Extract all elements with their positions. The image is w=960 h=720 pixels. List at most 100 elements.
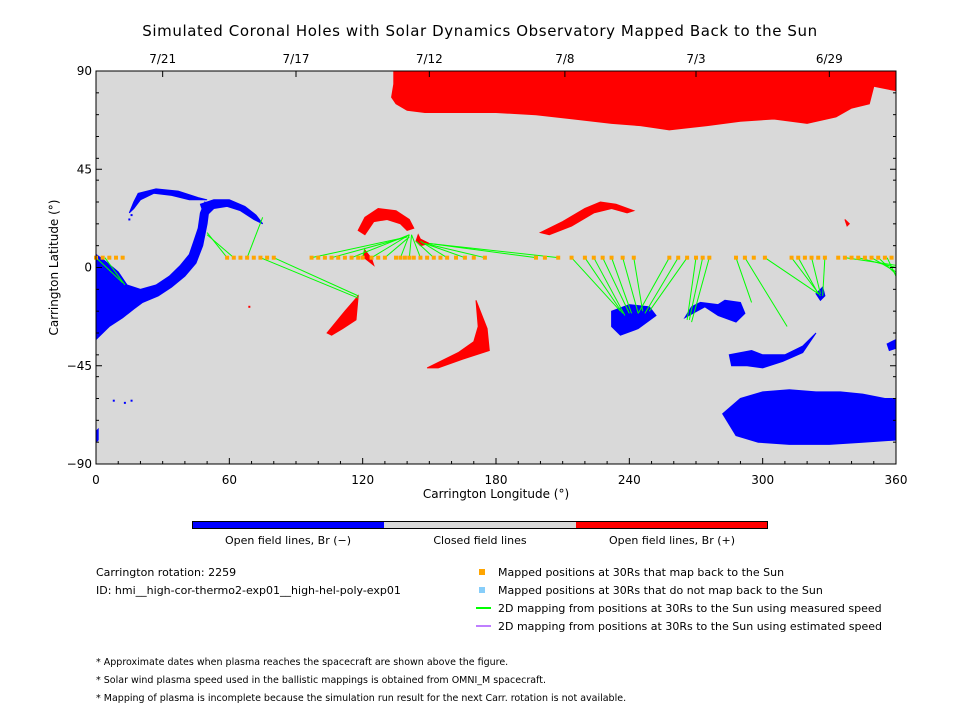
mapped-point-19 (349, 255, 354, 260)
mapped-point-73 (889, 255, 894, 260)
mapped-point-51 (685, 255, 690, 260)
colorbar-label-negative: Open field lines, Br (−) (224, 534, 352, 547)
mapping-line-19 (424, 242, 486, 259)
coronal-hole-fragment-0 (112, 399, 115, 402)
x-tick-label-5: 300 (751, 473, 774, 487)
mapped-point-68 (856, 255, 861, 260)
coronal-hole-positive-7 (844, 219, 851, 227)
legend-label-unmapped: Mapped positions at 30Rs that do not map… (498, 584, 823, 597)
colorbar (192, 521, 768, 529)
mapping-line-22 (571, 257, 621, 312)
mapping-line-24 (593, 257, 626, 316)
mapping-line-41 (822, 257, 826, 296)
mapped-point-71 (876, 255, 881, 260)
mapped-point-22 (369, 255, 374, 260)
mapping-line-27 (622, 257, 639, 314)
mapped-point-18 (342, 255, 347, 260)
coronal-hole-fragment-5 (248, 305, 251, 308)
coronal-hole-negative-9 (128, 188, 208, 214)
mapped-point-24 (382, 255, 387, 260)
mapped-point-45 (600, 255, 605, 260)
mapped-point-61 (802, 255, 807, 260)
y-tick-label-1: 45 (77, 162, 92, 176)
coronal-hole-positive-1 (357, 207, 415, 236)
x-axis-label: Carrington Longitude (°) (423, 487, 569, 501)
mapped-point-8 (245, 255, 250, 260)
mapped-point-30 (418, 255, 423, 260)
mapped-point-70 (869, 255, 874, 260)
mapped-point-21 (360, 255, 365, 260)
mapped-point-72 (882, 255, 887, 260)
y-tick-label-0: 90 (77, 64, 92, 78)
mapping-line-1 (104, 257, 126, 286)
mapped-point-59 (789, 255, 794, 260)
mapped-point-20 (356, 255, 361, 260)
mapping-line-33 (688, 257, 704, 321)
x-tick-label-4: 240 (618, 473, 641, 487)
colorbar-label-positive: Open field lines, Br (+) (608, 534, 736, 547)
mapping-line-13 (399, 234, 410, 258)
mapping-line-31 (648, 257, 688, 312)
mapping-line-18 (424, 243, 466, 259)
mapped-point-2 (107, 255, 112, 260)
coronal-hole-negative-13 (728, 332, 817, 369)
coronal-hole-positive-4 (426, 300, 490, 369)
mapped-point-3 (114, 255, 118, 260)
mapped-point-64 (822, 255, 827, 260)
mapped-point-41 (556, 255, 561, 260)
mapped-point-10 (258, 255, 263, 260)
mapped-point-58 (762, 255, 767, 260)
mapping-line-11 (384, 236, 410, 259)
mapped-point-36 (462, 255, 467, 260)
mapping-line-34 (691, 257, 710, 323)
mapped-point-34 (445, 255, 450, 260)
mapped-point-28 (407, 255, 412, 260)
mapped-point-48 (631, 255, 636, 260)
x-tick-label-3: 180 (485, 473, 508, 487)
mapping-line-39 (797, 257, 819, 294)
mapping-line-45 (877, 257, 897, 275)
x-tick-label-1: 60 (222, 473, 237, 487)
mapped-point-23 (376, 255, 381, 260)
legend-label-mapped: Mapped positions at 30Rs that map back t… (498, 566, 785, 579)
mapped-point-62 (809, 255, 814, 260)
legend-label-measured: 2D mapping from positions at 30Rs to the… (498, 602, 882, 615)
coronal-hole-positive-0 (391, 70, 897, 131)
note-dates: * Approximate dates when plasma reaches … (96, 657, 509, 668)
legend-label-estimated: 2D mapping from positions at 30Rs to the… (498, 620, 883, 633)
mapped-point-63 (816, 255, 821, 260)
coronal-hole-fragment-1 (123, 401, 126, 404)
mapping-line-46 (886, 257, 897, 277)
mapping-line-26 (611, 257, 633, 314)
date-tick-label-1: 7/17 (283, 52, 310, 66)
mapped-point-7 (238, 255, 243, 260)
mapping-line-16 (415, 240, 435, 259)
mapped-point-46 (609, 255, 614, 260)
mapping-line-5 (273, 257, 359, 297)
mapped-point-32 (431, 255, 436, 260)
mapping-line-0 (95, 257, 124, 284)
mapping-line-15 (411, 234, 421, 258)
date-tick-label-0: 7/21 (149, 52, 176, 66)
mapped-point-35 (454, 255, 458, 260)
mapping-line-7 (311, 236, 408, 259)
mapping-line-35 (735, 257, 753, 303)
mapped-point-6 (231, 255, 236, 260)
mapping-line-30 (644, 257, 679, 314)
mapped-point-9 (251, 255, 256, 260)
mapped-point-57 (751, 255, 756, 260)
mapped-point-55 (734, 255, 738, 260)
carrington-rotation: Carrington rotation: 2259 (96, 566, 237, 579)
mapped-point-4 (120, 255, 125, 260)
colorbar-segment-closed (384, 522, 576, 528)
legend-marker-mapped (479, 569, 485, 575)
mapping-line-37 (764, 257, 819, 295)
mapping-line-14 (408, 234, 413, 258)
mapped-point-29 (411, 255, 416, 260)
mapped-point-44 (591, 255, 596, 260)
mapped-point-47 (620, 255, 625, 260)
coronal-hole-negative-12 (683, 299, 746, 323)
mapped-point-66 (842, 255, 847, 260)
mapping-line-32 (686, 257, 697, 320)
